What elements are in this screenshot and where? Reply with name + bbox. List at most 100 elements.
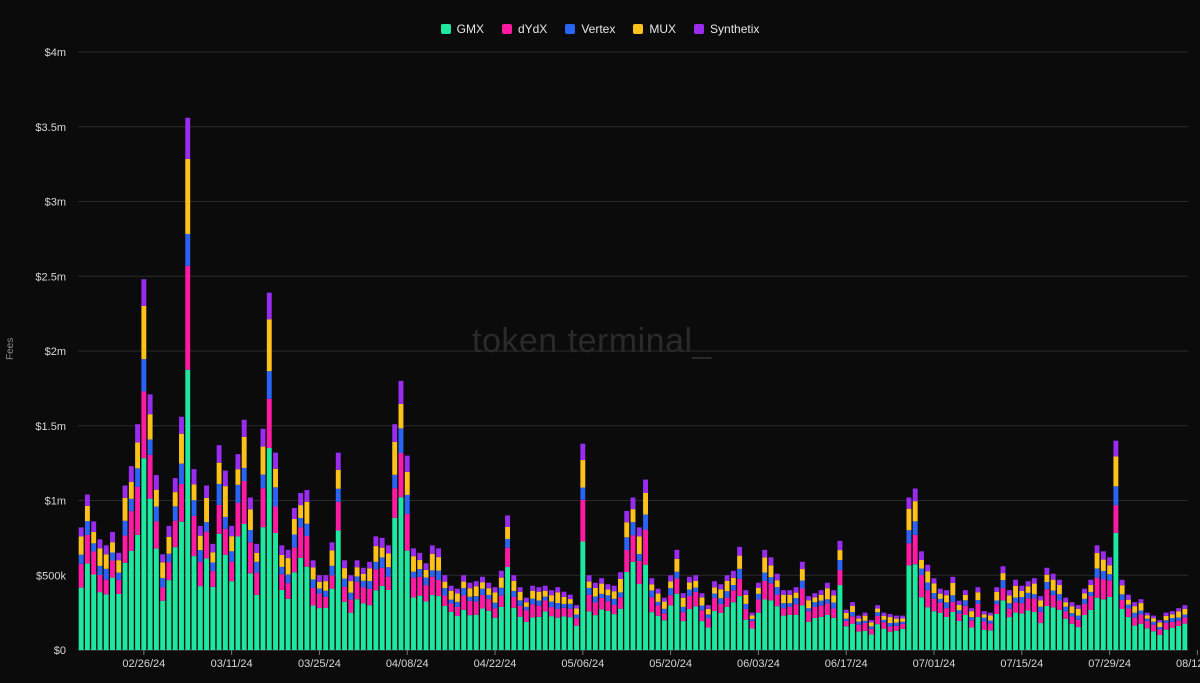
bar-segment-vertex [618,592,623,598]
bar-segment-gmx [266,448,272,650]
x-tick-label: 02/26/24 [122,658,165,670]
legend-item-dydx[interactable]: dYdX [501,22,547,36]
legend-item-mux[interactable]: MUX [633,22,676,36]
bar-segment-mux [1151,618,1156,622]
bar-segment-dydx [900,623,906,629]
bar-segment-mux [153,489,159,507]
bar-segment-dydx [862,622,868,631]
bar-segment-vertex [686,589,692,596]
bar-segment-synthetix [868,620,874,623]
bar-segment-vertex [147,439,153,455]
bar-segment-mux [574,608,579,615]
bar-segment-vertex [737,568,743,579]
bar-segment-synthetix [122,485,128,498]
bar-segment-synthetix [624,510,630,523]
legend-label: Vertex [581,22,616,36]
legend-item-synthetix[interactable]: Synthetix [694,22,759,36]
bar-segment-mux [454,593,460,602]
bar-segment-vertex [354,576,360,582]
bar-segment-dydx [1088,596,1094,610]
bar-segment-gmx [774,606,780,650]
bar-segment-dydx [110,560,115,578]
bar-segment-dydx [417,576,423,596]
bar-segment-dydx [693,591,699,607]
bar-segment-vertex [398,428,404,453]
bar-segment-gmx [906,565,912,650]
bar-segment-synthetix [492,587,498,593]
bar-segment-mux [699,597,705,606]
bar-segment-vertex [348,592,354,600]
bar-segment-mux [329,550,335,566]
x-tick-label: 03/11/24 [211,658,253,670]
bar-segment-gmx [1176,625,1182,650]
bar-segment-mux [618,578,623,593]
legend-swatch [440,24,451,34]
bar-segment-vertex [454,601,460,607]
bar-segment-vertex [141,359,147,392]
legend-item-vertex[interactable]: Vertex [565,22,615,36]
bar-segment-vertex [843,618,849,621]
bar-segment-mux [655,593,661,602]
bar-segment-vertex [655,601,661,606]
bar-segment-gmx [586,611,592,650]
bar-segment-vertex [580,487,586,500]
bar-segment-synthetix [1038,596,1044,601]
bar-segment-vertex [97,565,103,576]
bar-segment-dydx [486,599,492,611]
bar-segment-vertex [812,602,818,608]
bar-segment-vertex [135,468,141,487]
bar-segment-gmx [768,600,774,650]
bar-segment-synthetix [636,527,642,537]
bar-segment-gmx [392,517,398,650]
bar-segment-dydx [1031,598,1037,613]
bar-segment-gmx [561,616,567,650]
bar-segment-dydx [975,603,981,618]
bar-segment-gmx [975,617,981,650]
bar-segment-mux [204,497,209,523]
bar-segment-vertex [1138,610,1144,615]
bar-segment-gmx [442,606,448,650]
bar-segment-synthetix [260,428,266,447]
bar-segment-dydx [969,620,975,628]
bar-segment-mux [956,604,962,611]
bar-segment-dydx [103,579,109,595]
bar-segment-vertex [1031,594,1037,599]
bar-segment-mux [730,577,736,586]
bar-segment-vertex [962,600,968,606]
bar-segment-synthetix [254,543,260,553]
bar-segment-vertex [1100,570,1106,580]
y-tick-label: $2.5m [35,271,66,283]
bar-segment-vertex [994,600,1000,605]
bar-segment-synthetix [1157,620,1163,623]
bar-segment-gmx [893,630,899,650]
bar-segment-gmx [1107,596,1113,650]
legend-item-gmx[interactable]: GMX [440,22,484,36]
bar-segment-gmx [329,588,335,650]
bar-segment-vertex [630,522,636,536]
bar-segment-gmx [511,607,517,650]
bar-segment-gmx [97,592,103,650]
bar-segment-vertex [599,593,605,598]
bar-segment-vertex [762,572,768,581]
bar-segment-dydx [298,527,304,558]
bar-segment-gmx [580,541,586,650]
bar-segment-dydx [1157,629,1163,635]
bar-segment-mux [385,553,391,568]
bar-segment-mux [950,582,956,596]
bar-segment-synthetix [141,279,147,306]
bar-segment-gmx [530,617,536,650]
bar-segment-mux [881,615,887,620]
bar-segment-dydx [1044,589,1050,607]
bar-segment-gmx [348,612,354,650]
bar-segment-mux [141,305,147,360]
bar-segment-synthetix [737,546,743,556]
bar-segment-mux [436,557,442,571]
bar-segment-gmx [417,595,423,650]
bar-segment-synthetix [661,597,667,602]
bar-segment-synthetix [467,582,473,589]
bar-segment-synthetix [1107,557,1113,566]
bar-segment-synthetix [78,527,84,537]
bar-segment-gmx [185,369,191,650]
bar-segment-dydx [166,562,172,581]
bar-segment-gmx [291,572,297,650]
